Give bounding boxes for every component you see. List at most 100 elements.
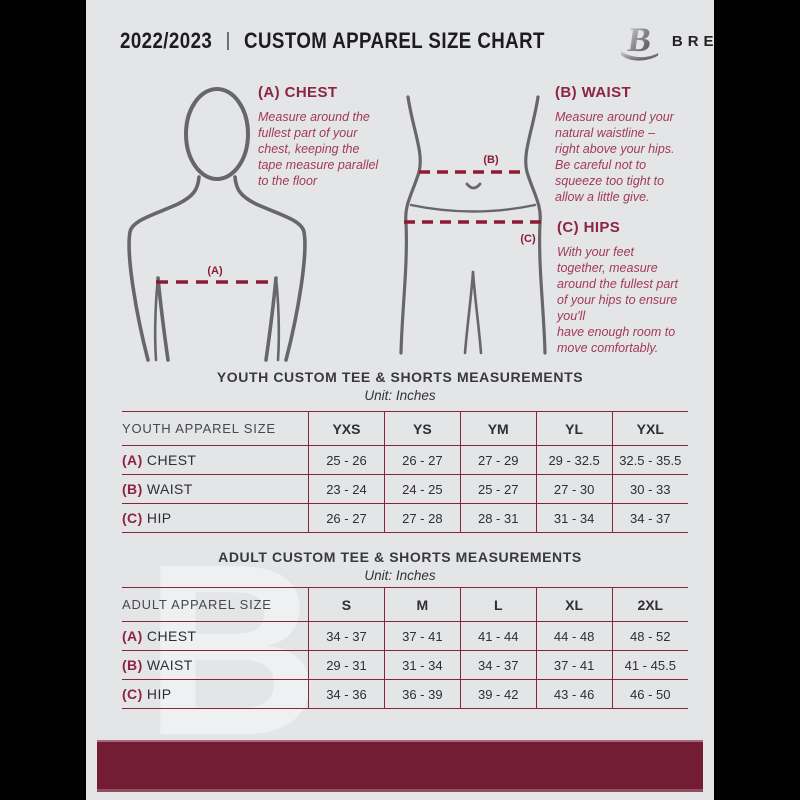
chest-body-text: Measure around the fullest part of your …: [258, 110, 379, 188]
measurement-value-cell: 24 - 25: [383, 474, 461, 504]
figure-right-hip-outline: [524, 95, 547, 355]
chest-line-label: (A): [207, 265, 223, 277]
row-letter-prefix: (C): [122, 510, 143, 526]
table-row: (C) HIP 26 - 27 27 - 28 28 - 31 31 - 34 34 - …: [122, 503, 688, 533]
figure-hip-crease: [409, 203, 537, 213]
measurement-value-cell: 30 - 33: [611, 474, 688, 504]
adult-unit-label: Unit: Inches: [364, 568, 436, 583]
measurement-value-cell: 37 - 41: [383, 621, 461, 651]
measurement-value-cell: 34 - 37: [611, 503, 688, 533]
measurement-label: (A) CHEST: [122, 445, 309, 475]
upper-body-figure-illustration: (A): [127, 87, 307, 362]
measurement-value-cell: 32.5 - 35.5: [611, 445, 688, 475]
table-row: (B) WAIST 23 - 24 24 - 25 25 - 27 27 - 30 30 …: [122, 474, 688, 504]
measurement-value-cell: 26 - 27: [383, 445, 461, 475]
row-letter-prefix: (C): [122, 686, 143, 702]
measurement-value-cell: 37 - 41: [535, 650, 613, 680]
size-column-header: XL: [535, 587, 613, 622]
waist-line-label: (B): [483, 154, 499, 166]
breakaway-logo-icon: B: [620, 20, 659, 61]
row-letter-prefix: (B): [122, 481, 143, 497]
letterbox-right: [714, 0, 800, 800]
figure-left-shoulder-arm: [127, 175, 201, 362]
logo-swoosh: [620, 51, 659, 61]
measurement-value-cell: 48 - 52: [611, 621, 688, 651]
measurement-label: (B) WAIST: [122, 474, 309, 504]
footer-bar: [97, 740, 703, 792]
measurement-value-cell: 28 - 31: [459, 503, 537, 533]
waist-instructions: (B) WAIST Measure around your natural wa…: [555, 84, 707, 205]
waist-body-text: Measure around your natural waistline – …: [555, 110, 675, 204]
size-column-header: YXL: [611, 411, 688, 446]
adult-size-table: ADULT APPAREL SIZE S M L XL 2XL (A) CHEST 34 - …: [122, 587, 688, 709]
table-row: (B) WAIST 29 - 31 31 - 34 34 - 37 37 - 41 41 …: [122, 650, 688, 680]
waist-heading: (B) WAIST: [555, 84, 632, 101]
measurement-label: (C) HIP: [122, 679, 309, 709]
hips-body-text: With your feet together, measure around …: [557, 245, 678, 355]
label-column-header: YOUTH APPAREL SIZE: [122, 411, 309, 446]
youth-unit-label: Unit: Inches: [364, 388, 436, 403]
lower-body-figure-illustration: (B) (C): [399, 95, 547, 355]
measurement-value-cell: 46 - 50: [611, 679, 688, 709]
size-column-header: YL: [535, 411, 613, 446]
measurement-label: (A) CHEST: [122, 621, 309, 651]
measurement-value-cell: 29 - 32.5: [535, 445, 613, 475]
measurement-value-cell: 34 - 37: [308, 621, 385, 651]
table-row: (A) CHEST 34 - 37 37 - 41 41 - 44 44 - 48 48 …: [122, 621, 688, 651]
adult-section-title: ADULT CUSTOM TEE & SHORTS MEASUREMENTS: [218, 549, 582, 565]
figure-right-shoulder-arm: [233, 175, 307, 362]
measurement-value-cell: 26 - 27: [308, 503, 385, 533]
table-row: (A) CHEST 25 - 26 26 - 27 27 - 29 29 - 32.5 3…: [122, 445, 688, 475]
row-letter-prefix: (B): [122, 657, 143, 673]
measurement-value-cell: 25 - 26: [308, 445, 385, 475]
measurement-label: (C) HIP: [122, 503, 309, 533]
measurement-value-cell: 34 - 36: [308, 679, 385, 709]
size-column-header: YM: [459, 411, 537, 446]
measurement-value-cell: 25 - 27: [459, 474, 537, 504]
measurement-value-cell: 27 - 29: [459, 445, 537, 475]
label-column-header: ADULT APPAREL SIZE: [122, 587, 309, 622]
measurement-value-cell: 41 - 44: [459, 621, 537, 651]
table-row: (C) HIP 34 - 36 36 - 39 39 - 42 43 - 46 46 - …: [122, 679, 688, 709]
size-column-header: 2XL: [611, 587, 688, 622]
figure-head-outline: [184, 87, 250, 181]
measurement-value-cell: 31 - 34: [383, 650, 461, 680]
size-column-header: L: [459, 587, 537, 622]
measurement-value-cell: 29 - 31: [308, 650, 385, 680]
hips-heading: (C) HIPS: [557, 219, 621, 236]
figure-left-inner-leg: [463, 270, 475, 355]
figure-navel: [465, 182, 482, 190]
header-separator: |: [225, 30, 231, 51]
hips-instructions: (C) HIPS With your feet together, measur…: [557, 219, 709, 356]
letterbox-left: [0, 0, 86, 800]
brand-name: BREAKAWAY: [671, 32, 714, 50]
size-column-header: S: [308, 587, 385, 622]
measurement-value-cell: 31 - 34: [535, 503, 613, 533]
row-letter-prefix: (A): [122, 452, 143, 468]
header: 2022/2023 | CUSTOM APPAREL SIZE CHART B …: [86, 18, 714, 64]
chest-heading: (A) CHEST: [258, 84, 338, 101]
measurement-value-cell: 43 - 46: [535, 679, 613, 709]
measurement-value-cell: 39 - 42: [459, 679, 537, 709]
youth-size-table: YOUTH APPAREL SIZE YXS YS YM YL YXL (A) CHEST 2…: [122, 411, 688, 533]
brand-logo-group: B BREAKAWAY: [620, 20, 714, 62]
hips-line-label: (C): [520, 233, 536, 245]
measurement-value-cell: 44 - 48: [535, 621, 613, 651]
measurement-value-cell: 41 - 45.5: [611, 650, 688, 680]
page-title: CUSTOM APPAREL SIZE CHART: [244, 28, 545, 53]
header-title-group: 2022/2023 | CUSTOM APPAREL SIZE CHART: [120, 28, 545, 54]
size-column-header: M: [383, 587, 461, 622]
measurement-value-cell: 23 - 24: [308, 474, 385, 504]
figure-right-inner-leg: [471, 270, 483, 355]
logo-letter: B: [625, 20, 653, 59]
measurement-value-cell: 34 - 37: [459, 650, 537, 680]
size-column-header: YXS: [308, 411, 385, 446]
size-column-header: YS: [383, 411, 461, 446]
youth-section-title: YOUTH CUSTOM TEE & SHORTS MEASUREMENTS: [216, 369, 584, 385]
figure-right-torso-line: [264, 276, 278, 362]
measurement-label: (B) WAIST: [122, 650, 309, 680]
figure-left-hip-outline: [399, 95, 422, 355]
figure-left-torso-line: [156, 276, 170, 362]
measurement-value-cell: 36 - 39: [383, 679, 461, 709]
